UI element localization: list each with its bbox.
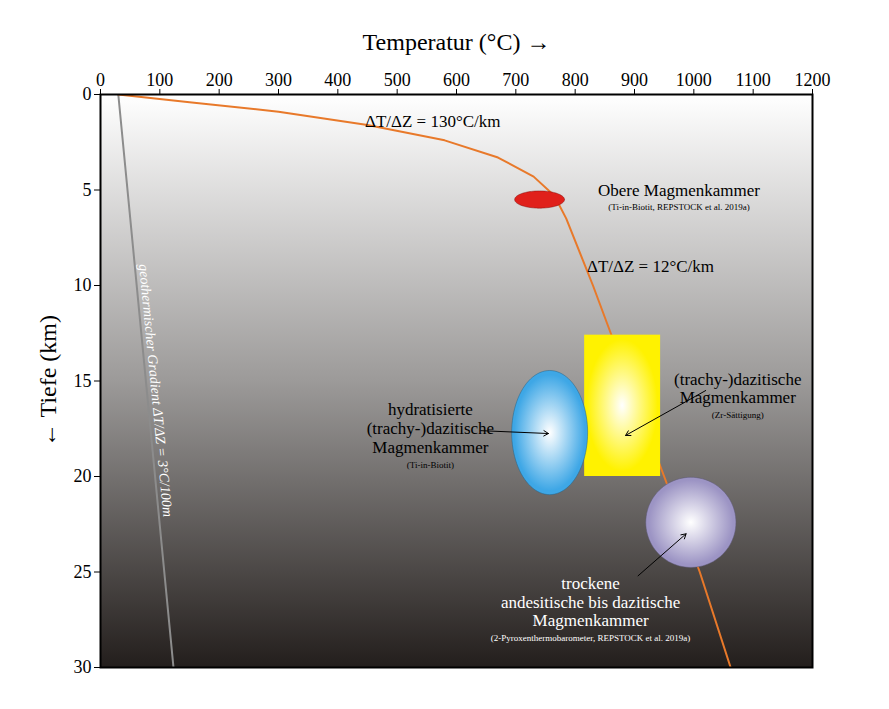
svg-text:trockeneandesitische bis dazit: trockeneandesitische bis dazitischeMagme…	[501, 574, 680, 630]
svg-text:20: 20	[74, 466, 92, 486]
svg-text:15: 15	[74, 371, 92, 391]
svg-text:1000: 1000	[676, 70, 712, 90]
svg-text:900: 900	[621, 70, 648, 90]
svg-text:(trachy-)dazitischeMagmenkamme: (trachy-)dazitischeMagmenkammer	[674, 370, 801, 408]
svg-text:(Ti-in-Biotit, REPSTOCK et al.: (Ti-in-Biotit, REPSTOCK et al. 2019a)	[608, 202, 750, 212]
svg-text:0: 0	[96, 70, 105, 90]
svg-text:5: 5	[83, 180, 92, 200]
svg-text:geothermischer Gradient ΔT/ΔZ: geothermischer Gradient ΔT/ΔZ = 3°C/100m	[136, 263, 175, 517]
svg-text:Obere Magmenkammer: Obere Magmenkammer	[598, 181, 760, 200]
svg-text:300: 300	[265, 70, 292, 90]
svg-text:ΔT/ΔZ = 12°C/km: ΔT/ΔZ = 12°C/km	[587, 257, 714, 276]
svg-text:1200: 1200	[795, 70, 831, 90]
svg-text:ΔT/ΔZ = 130°C/km: ΔT/ΔZ = 130°C/km	[365, 112, 501, 131]
svg-text:(Ti-in-Biotit): (Ti-in-Biotit)	[407, 460, 454, 470]
svg-text:800: 800	[562, 70, 589, 90]
svg-text:(Zr-Sättigung): (Zr-Sättigung)	[712, 410, 764, 420]
svg-text:10: 10	[74, 275, 92, 295]
svg-text:(2-Pyroxenthermobarometer, REP: (2-Pyroxenthermobarometer, REPSTOCK et a…	[491, 633, 690, 643]
svg-text:hydratisierte(trachy-)dazitisc: hydratisierte(trachy-)dazitischeMagmenka…	[367, 400, 494, 456]
svg-text:700: 700	[502, 70, 529, 90]
svg-text:30: 30	[74, 657, 92, 677]
svg-text:0: 0	[83, 84, 92, 104]
svg-text:400: 400	[324, 70, 351, 90]
svg-text:100: 100	[146, 70, 173, 90]
svg-text:1100: 1100	[735, 70, 770, 90]
svg-text:600: 600	[443, 70, 470, 90]
svg-text:500: 500	[384, 70, 411, 90]
svg-text:Temperatur (°C) →: Temperatur (°C) →	[363, 29, 551, 55]
svg-text:← Tiefe (km): ← Tiefe (km)	[35, 315, 61, 447]
svg-text:25: 25	[74, 562, 92, 582]
svg-text:200: 200	[206, 70, 233, 90]
